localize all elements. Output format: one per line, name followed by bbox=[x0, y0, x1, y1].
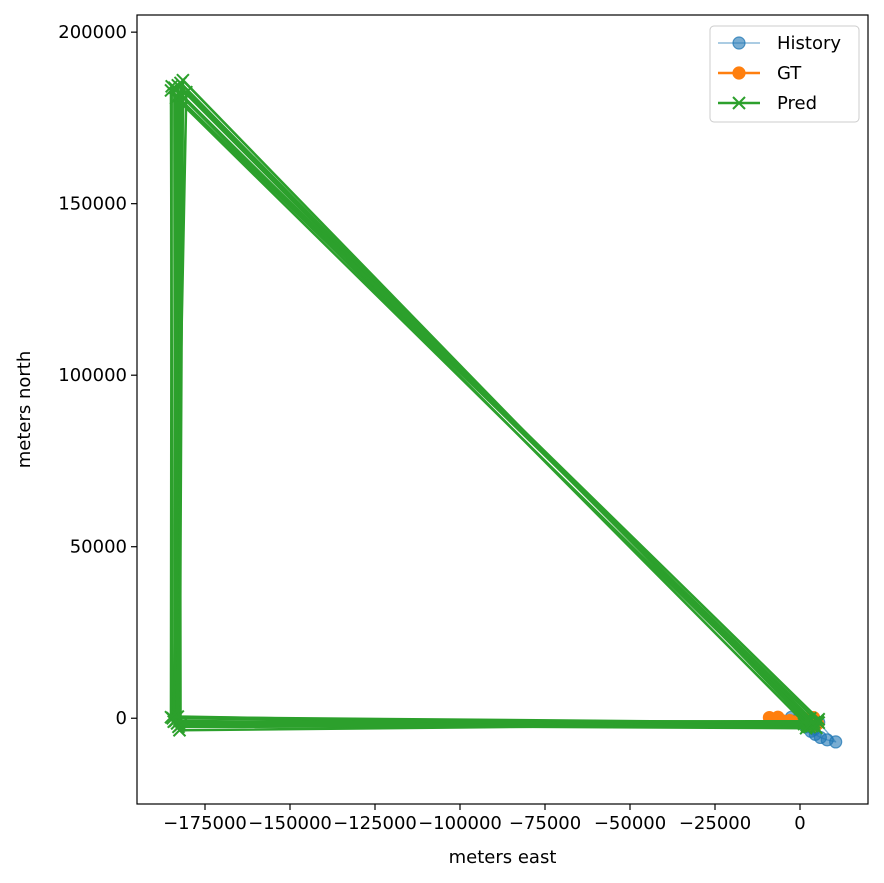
series-pred-trace-8 bbox=[164, 79, 826, 730]
y-tick-label-2: 100000 bbox=[58, 365, 127, 386]
series-pred-trace-8-point-2-b bbox=[164, 710, 178, 724]
series-pred-trace-7-point-2 bbox=[173, 718, 188, 732]
x-tick-label-2: −125000 bbox=[333, 813, 417, 834]
x-tick-label-1: −150000 bbox=[248, 813, 332, 834]
series-history-point-8 bbox=[829, 735, 843, 749]
legend-label-gt: GT bbox=[777, 63, 802, 84]
legend-item-gt: GT bbox=[718, 63, 802, 84]
y-tick-label-3: 150000 bbox=[58, 194, 127, 215]
legend-label-history: History bbox=[777, 33, 841, 54]
series-pred-trace-7-point-0-b bbox=[800, 718, 814, 732]
series-pred-trace-8-line bbox=[169, 85, 820, 724]
y-tick-label-1: 50000 bbox=[70, 537, 127, 558]
series-pred-trace-7-point-3-b bbox=[799, 721, 813, 735]
plot-area bbox=[164, 73, 843, 749]
series-pred-trace-4-point-1-b bbox=[176, 73, 190, 87]
x-tick-label-7: 0 bbox=[794, 813, 805, 834]
legend-marker-history bbox=[732, 36, 746, 50]
legend-box bbox=[709, 25, 860, 123]
y-axis: 0 50000 100000 150000 200000 bbox=[58, 22, 137, 729]
plot-border bbox=[136, 14, 869, 805]
series-pred-trace-8-point-1-b bbox=[164, 79, 179, 94]
y-tick-label-0: 0 bbox=[116, 708, 127, 729]
series-pred-trace-4-point-1 bbox=[176, 73, 190, 87]
series-pred-trace-8-point-0 bbox=[811, 712, 826, 726]
series-pred-trace-8-point-1 bbox=[164, 79, 179, 94]
x-tick-label-5: −50000 bbox=[594, 813, 666, 834]
plot-frame bbox=[136, 14, 869, 805]
legend: History GT Pred bbox=[709, 25, 860, 123]
x-tick-label-3: −100000 bbox=[418, 813, 502, 834]
x-tick-label-4: −75000 bbox=[509, 813, 581, 834]
legend-item-pred: Pred bbox=[718, 93, 817, 114]
legend-marker-pred bbox=[732, 96, 746, 110]
series-pred-trace-8-point-2 bbox=[164, 710, 178, 724]
x-tick-label-6: −25000 bbox=[679, 813, 751, 834]
series-pred bbox=[164, 73, 826, 737]
series-pred-trace-7 bbox=[172, 87, 814, 735]
series-pred-trace-8-point-3-b bbox=[811, 715, 826, 730]
x-tick-label-0: −175000 bbox=[163, 813, 247, 834]
series-pred-trace-7-point-3 bbox=[799, 721, 813, 735]
x-axis-label: meters east bbox=[449, 847, 557, 868]
x-axis: −175000 −150000 −125000 −100000 −75000 −50000… bbox=[163, 804, 806, 834]
legend-marker-gt bbox=[732, 66, 746, 80]
y-tick-label-4: 200000 bbox=[58, 22, 127, 43]
series-pred-trace-7-line bbox=[178, 92, 808, 730]
series-pred-trace-7-point-0 bbox=[800, 718, 814, 732]
legend-marker-pred-b bbox=[732, 96, 746, 110]
legend-item-history: History bbox=[718, 33, 841, 54]
series-pred-trace-8-point-0-b bbox=[811, 712, 826, 726]
legend-label-pred: Pred bbox=[777, 93, 817, 114]
series-pred-trace-8-point-3 bbox=[811, 715, 826, 730]
y-axis-label: meters north bbox=[14, 351, 35, 469]
series-pred-trace-7-point-2-b bbox=[173, 718, 188, 732]
